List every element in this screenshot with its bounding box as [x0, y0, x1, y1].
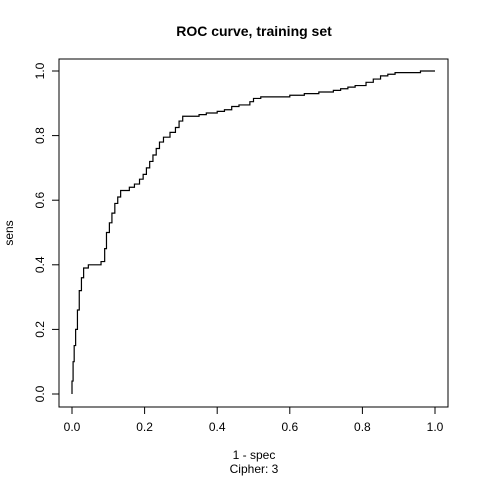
y-tick-label: 0.6	[33, 192, 47, 209]
y-tick-label: 0.8	[33, 127, 47, 144]
y-tick-label: 0.2	[33, 321, 47, 338]
y-tick-label: 0.0	[33, 385, 47, 402]
series-layer	[71, 70, 435, 394]
chart-title: ROC curve, training set	[176, 23, 332, 39]
chart-subtitle: Cipher: 3	[230, 462, 279, 476]
x-tick-label: 0.8	[354, 420, 371, 434]
x-tick-label: 0.6	[281, 420, 298, 434]
y-axis-label: sens	[2, 220, 16, 245]
x-axis-label: 1 - spec	[233, 448, 276, 462]
x-tick-label: 1.0	[427, 420, 444, 434]
y-tick-label: 0.4	[33, 256, 47, 273]
x-tick-label: 0.0	[64, 420, 81, 434]
x-tick-label: 0.2	[136, 420, 153, 434]
plot-frame	[58, 58, 449, 408]
y-axis: 0.0 0.2 0.4 0.6 0.8 1.0	[33, 62, 59, 402]
x-tick-label: 0.4	[209, 420, 226, 434]
y-tick-label: 1.0	[33, 62, 47, 79]
x-axis: 0.0 0.2 0.4 0.6 0.8 1.0	[64, 407, 444, 434]
roc-curve-line	[71, 70, 435, 394]
